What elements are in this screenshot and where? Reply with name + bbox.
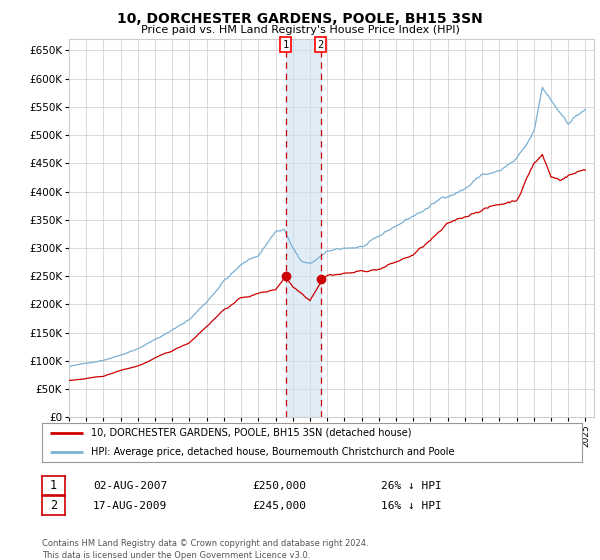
Text: 2: 2 [317,40,324,50]
Text: 1: 1 [283,40,289,50]
Text: Contains HM Land Registry data © Crown copyright and database right 2024.
This d: Contains HM Land Registry data © Crown c… [42,539,368,560]
Text: £250,000: £250,000 [252,480,306,491]
Text: 17-AUG-2009: 17-AUG-2009 [93,501,167,511]
Text: 26% ↓ HPI: 26% ↓ HPI [381,480,442,491]
Text: Price paid vs. HM Land Registry's House Price Index (HPI): Price paid vs. HM Land Registry's House … [140,25,460,35]
Text: 1: 1 [50,479,57,492]
Text: 16% ↓ HPI: 16% ↓ HPI [381,501,442,511]
Text: £245,000: £245,000 [252,501,306,511]
Text: 2: 2 [50,499,57,512]
Text: 02-AUG-2007: 02-AUG-2007 [93,480,167,491]
Text: 10, DORCHESTER GARDENS, POOLE, BH15 3SN: 10, DORCHESTER GARDENS, POOLE, BH15 3SN [117,12,483,26]
Text: HPI: Average price, detached house, Bournemouth Christchurch and Poole: HPI: Average price, detached house, Bour… [91,447,454,457]
Text: 10, DORCHESTER GARDENS, POOLE, BH15 3SN (detached house): 10, DORCHESTER GARDENS, POOLE, BH15 3SN … [91,428,411,437]
Bar [286,39,320,417]
